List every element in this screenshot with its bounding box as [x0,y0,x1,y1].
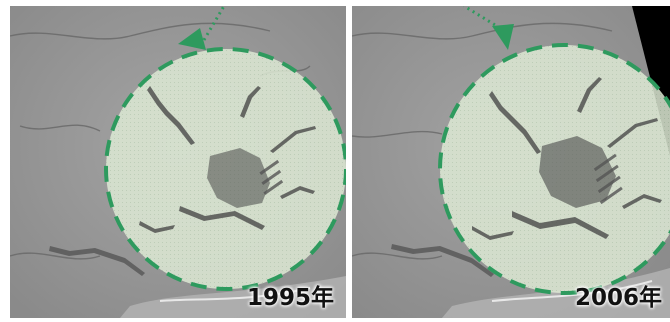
terrain-1995 [10,6,346,318]
year-label-1995: 1995年 [246,285,334,311]
satellite-image-1995: 1995年 [10,6,346,318]
satellite-image-2006: 2006年 [352,6,670,318]
year-label-2006: 2006年 [574,285,662,311]
settlement-marks [139,86,316,233]
dotted-green-arrow-icon [492,24,514,50]
terrain-2006 [352,6,670,318]
dotted-green-arrow-icon [178,28,206,50]
settlement-marks [472,77,662,240]
